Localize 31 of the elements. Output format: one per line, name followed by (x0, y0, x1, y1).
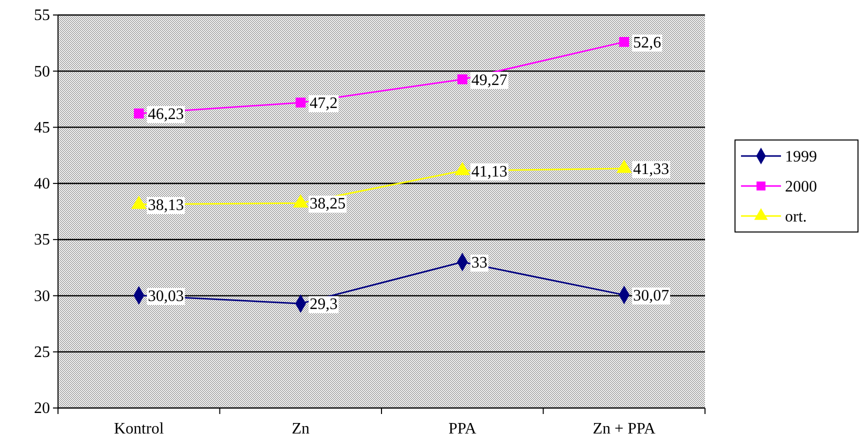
point (457, 74, 468, 84)
data-label: 38,25 (310, 196, 346, 213)
x-tick-label: Zn (292, 420, 310, 438)
data-label: 46,23 (148, 106, 184, 124)
data-label: 30,07 (633, 288, 670, 305)
data-label: 52,6 (633, 34, 662, 52)
y-tick-label: 25 (34, 344, 50, 361)
y-tick-label: 50 (34, 63, 50, 80)
y-tick-label: 30 (34, 288, 50, 305)
y-tick-label: 35 (34, 232, 50, 249)
y-tick-label: 45 (34, 119, 50, 136)
data-label: 49,27 (471, 72, 508, 89)
data-label: 41,33 (633, 161, 670, 178)
y-tick-label: 40 (34, 176, 50, 193)
point (619, 36, 630, 47)
y-tick-label: 20 (34, 400, 50, 418)
legend-label: 1999 (785, 148, 817, 166)
legend-label: 2000 (785, 178, 817, 196)
data-label: 38,13 (148, 197, 184, 214)
data-label: 41,13 (471, 163, 508, 180)
data-label: 33 (471, 254, 488, 272)
point (134, 108, 144, 118)
legend-label: ort. (785, 208, 807, 226)
x-tick-label: PPA (448, 420, 477, 438)
y-tick-label: 55 (34, 7, 50, 24)
point (296, 98, 306, 108)
data-label: 30,03 (148, 288, 184, 305)
x-tick-label: Zn + PPA (592, 420, 656, 438)
x-tick-label: Kontrol (114, 420, 164, 438)
data-label: 29,3 (310, 296, 338, 314)
data-label: 47,2 (310, 95, 338, 112)
